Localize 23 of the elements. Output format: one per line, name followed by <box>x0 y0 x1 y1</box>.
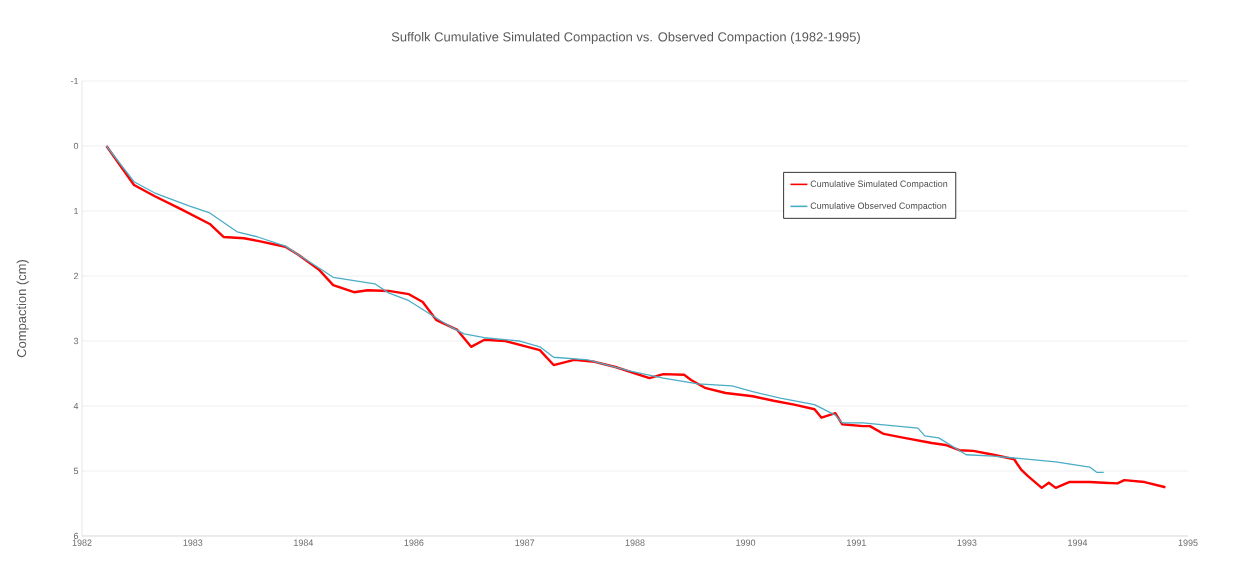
x-tick-label: 1988 <box>625 539 645 546</box>
y-tick-label: 6 <box>73 532 79 540</box>
y-tick-label: 1 <box>74 207 79 215</box>
y-tick-label: -1 <box>70 77 79 85</box>
y-tick-label: 3 <box>73 337 79 345</box>
x-tick-label: 1987 <box>515 539 535 546</box>
y-tick-label: 4 <box>73 402 79 410</box>
y-tick-label: 0 <box>73 142 79 150</box>
y-tick-label: 2 <box>73 272 79 280</box>
x-tick-label: 1994 <box>1068 539 1088 546</box>
x-tick-label: 1991 <box>847 539 866 546</box>
x-tick-label: 1990 <box>736 539 756 546</box>
x-tick-label: 1986 <box>404 539 424 546</box>
x-tick-label: 1982 <box>72 539 92 546</box>
y-axis-title: Compaction (cm) <box>16 260 29 358</box>
x-tick-label: 1984 <box>294 539 314 546</box>
legend-label: Cumulative Observed Compaction <box>810 202 947 211</box>
legend-label: Cumulative Simulated Compaction <box>810 180 948 189</box>
x-tick-label: 1995 <box>1178 539 1198 546</box>
y-tick-label: 5 <box>73 467 79 475</box>
chart-title: Suffolk Cumulative Simulated Compaction vs. Observed Compaction (1982-1995) <box>391 31 860 45</box>
x-tick-label: 1983 <box>183 539 203 546</box>
x-tick-label: 1993 <box>957 539 977 546</box>
